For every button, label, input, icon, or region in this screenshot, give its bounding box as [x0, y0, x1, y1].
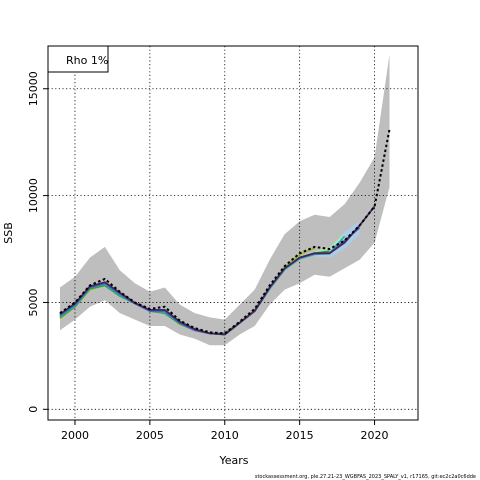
- footer-text: stockassessment.org, ple.27.21-23_WGBFAS…: [255, 474, 476, 480]
- x-tick-label-1: 2005: [136, 429, 164, 442]
- retro-band-0: [314, 221, 360, 258]
- x-tick-label-4: 2020: [361, 429, 389, 442]
- legend-box: [47, 45, 109, 73]
- y-tick-label-0: 0: [27, 406, 40, 413]
- plot-frame: [47, 45, 419, 421]
- grid-layer: [48, 46, 418, 420]
- series-layer: [59, 129, 391, 336]
- series-line-0: [59, 129, 391, 335]
- retro-band-1: [314, 233, 345, 256]
- confidence-band: [60, 54, 390, 346]
- retro-band-layer: [314, 221, 360, 258]
- y-tick-label-1: 5000: [27, 289, 40, 317]
- x-tick-label-2: 2010: [211, 429, 239, 442]
- x-tick-label-3: 2015: [286, 429, 314, 442]
- x-axis-title: Years: [218, 454, 248, 467]
- x-tick-label-0: 2000: [61, 429, 89, 442]
- legend: Rho 1%: [47, 45, 109, 73]
- y-axis-title: SSB: [2, 222, 15, 244]
- series-line-1: [59, 205, 376, 336]
- y-tick-label-2: 10000: [27, 178, 40, 213]
- confidence-band-layer: [60, 54, 390, 346]
- axis-layer: 2000 2005 2010 2015 2020 0 5000 10000 15000: [27, 71, 389, 442]
- legend-entry-label: Rho 1%: [66, 54, 108, 67]
- y-tick-label-3: 15000: [27, 71, 40, 106]
